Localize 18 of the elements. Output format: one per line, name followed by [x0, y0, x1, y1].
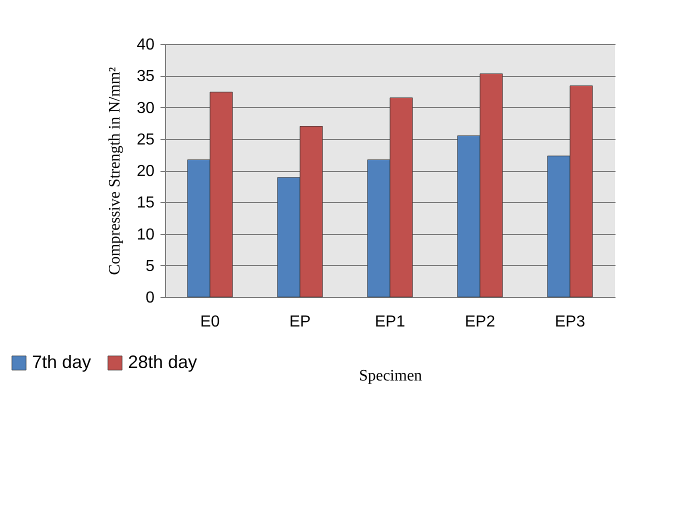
x-axis-title: Specimen: [358, 368, 422, 384]
x-tick-label: EP1: [374, 314, 406, 330]
y-tick-label: 0: [146, 290, 155, 306]
y-axis-title: Compressive Strength in N/mm²: [106, 66, 124, 275]
y-tick-label: 5: [146, 258, 155, 275]
y-tick-label: 20: [136, 163, 155, 180]
y-tick-label: 15: [136, 194, 155, 212]
y-tick-label: 30: [136, 100, 155, 117]
x-tick-label: EP3: [554, 314, 586, 330]
y-tick-label: 10: [136, 226, 155, 244]
legend-label: 7th day: [32, 352, 92, 372]
legend-label: 28th day: [128, 352, 198, 372]
x-tick-label: EP2: [464, 314, 496, 330]
x-tick-label: E0: [200, 314, 220, 330]
y-tick-label: 40: [136, 36, 155, 54]
x-tick-label: EP: [289, 314, 311, 330]
y-tick-label: 35: [136, 68, 155, 86]
y-tick-label: 25: [136, 131, 155, 148]
